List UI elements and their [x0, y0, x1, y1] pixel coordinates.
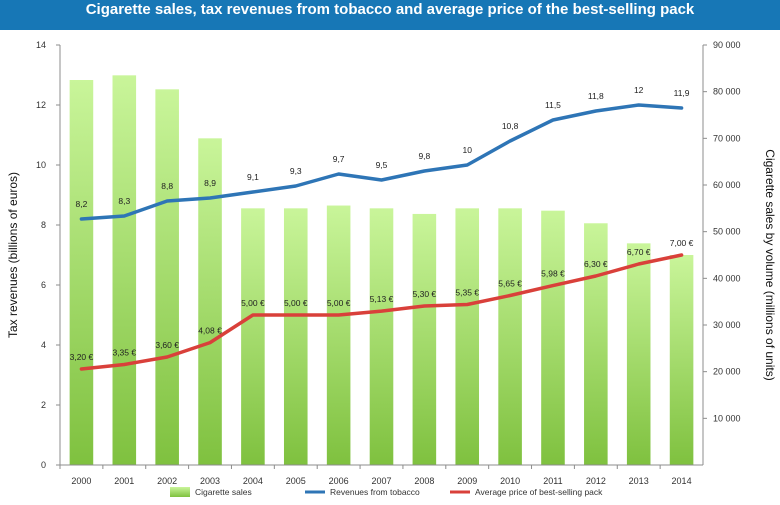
price-data-label: 5,13 €	[370, 294, 394, 304]
left-tick-label: 0	[41, 460, 46, 470]
revenue-data-label: 9,3	[290, 166, 302, 176]
price-line	[79, 253, 684, 371]
left-tick-label: 10	[36, 160, 46, 170]
sales-bar	[155, 89, 179, 466]
chart-title: Cigarette sales, tax revenues from tobac…	[0, 0, 780, 30]
right-tick-label: 30 000	[713, 320, 741, 330]
x-tick-label: 2001	[114, 476, 134, 486]
revenue-data-label: 9,5	[376, 160, 388, 170]
price-data-label: 5,00 €	[241, 298, 265, 308]
price-data-label: 5,35 €	[455, 288, 479, 298]
sales-bar	[283, 208, 308, 466]
legend-label: Average price of best-selling pack	[475, 487, 603, 497]
x-tick-label: 2006	[329, 476, 349, 486]
right-tick-label: 10 000	[713, 413, 741, 423]
revenue-data-label: 8,9	[204, 178, 216, 188]
x-tick-label: 2013	[629, 476, 649, 486]
x-tick-label: 2002	[157, 476, 177, 486]
x-tick-label: 2011	[543, 476, 562, 486]
right-tick-label: 60 000	[713, 180, 741, 190]
sales-bar	[198, 138, 222, 465]
sales-bar	[112, 75, 137, 466]
revenue-data-label: 9,1	[247, 172, 259, 182]
x-tick-label: 2008	[414, 476, 434, 486]
revenue-data-label: 10,8	[502, 121, 519, 131]
price-data-label: 4,08 €	[198, 326, 222, 336]
sales-bar	[626, 243, 651, 465]
y-left-axis-title: Tax revenues (billions of euros)	[6, 172, 20, 338]
left-tick-label: 14	[36, 40, 46, 50]
left-tick-label: 6	[41, 280, 46, 290]
revenue-data-label: 9,7	[333, 154, 345, 164]
sales-bar	[584, 223, 608, 465]
right-tick-label: 80 000	[713, 87, 741, 97]
sales-bar	[69, 80, 94, 465]
price-data-label: 5,00 €	[284, 298, 308, 308]
revenue-data-label: 9,8	[418, 151, 430, 161]
chart-area: 0 2 4 6 8 10 12 14 10 000 20 000 30 000 40 000 50 00…	[0, 30, 780, 500]
revenue-data-label: 8,8	[161, 181, 173, 191]
y-right-axis-title: Cigarette sales by volume (millions of u…	[763, 149, 777, 380]
legend-swatch-sales	[170, 487, 190, 497]
sales-bar	[669, 255, 694, 465]
price-data-label: 5,00 €	[327, 298, 351, 308]
left-tick-label: 4	[41, 340, 46, 350]
left-tick-label: 2	[41, 400, 46, 410]
revenue-data-label: 10	[462, 145, 472, 155]
legend-label: Cigarette sales	[195, 487, 252, 497]
sales-bar	[541, 210, 565, 465]
sales-bar	[369, 208, 394, 466]
sales-bar	[326, 205, 351, 466]
revenue-line	[79, 103, 684, 221]
price-data-label: 7,00 €	[670, 238, 694, 248]
legend-label: Revenues from tobacco	[330, 487, 420, 497]
right-tick-label: 20 000	[713, 367, 741, 377]
price-data-label: 5,65 €	[498, 279, 522, 289]
left-tick-label: 12	[36, 100, 46, 110]
x-tick-label: 2012	[586, 476, 606, 486]
combo-chart: 0 2 4 6 8 10 12 14 10 000 20 000 30 000 40 000 50 00…	[6, 40, 777, 497]
right-tick-label: 50 000	[713, 227, 741, 237]
right-tick-label: 90 000	[713, 40, 741, 50]
x-tick-label: 2005	[286, 476, 306, 486]
right-tick-label: 70 000	[713, 133, 741, 143]
sales-bar	[455, 208, 480, 466]
sales-bar	[412, 213, 437, 465]
x-tick-label: 2000	[71, 476, 91, 486]
x-tick-label: 2004	[243, 476, 263, 486]
revenue-data-label: 11,5	[545, 100, 561, 110]
price-data-label: 6,30 €	[584, 259, 608, 269]
revenue-data-label: 12	[634, 85, 644, 95]
left-tick-label: 8	[41, 220, 46, 230]
x-tick-label: 2014	[672, 476, 692, 486]
price-data-label: 5,98 €	[541, 269, 565, 279]
price-data-label: 3,60 €	[155, 340, 179, 350]
x-tick-label: 2010	[500, 476, 520, 486]
sales-bar	[498, 208, 522, 466]
price-data-label: 3,20 €	[70, 352, 94, 362]
price-data-label: 3,35 €	[112, 348, 136, 358]
revenue-data-label: 11,8	[588, 91, 604, 101]
price-data-label: 5,30 €	[413, 289, 437, 299]
price-data-label: 6,70 €	[627, 247, 651, 257]
sales-bar	[241, 208, 265, 466]
right-tick-label: 40 000	[713, 273, 741, 283]
revenue-data-label: 11,9	[674, 88, 690, 98]
x-tick-label: 2007	[371, 476, 391, 486]
revenue-data-label: 8,3	[118, 196, 130, 206]
x-tick-label: 2003	[200, 476, 220, 486]
x-tick-label: 2009	[457, 476, 477, 486]
revenue-data-label: 8,2	[76, 199, 88, 209]
